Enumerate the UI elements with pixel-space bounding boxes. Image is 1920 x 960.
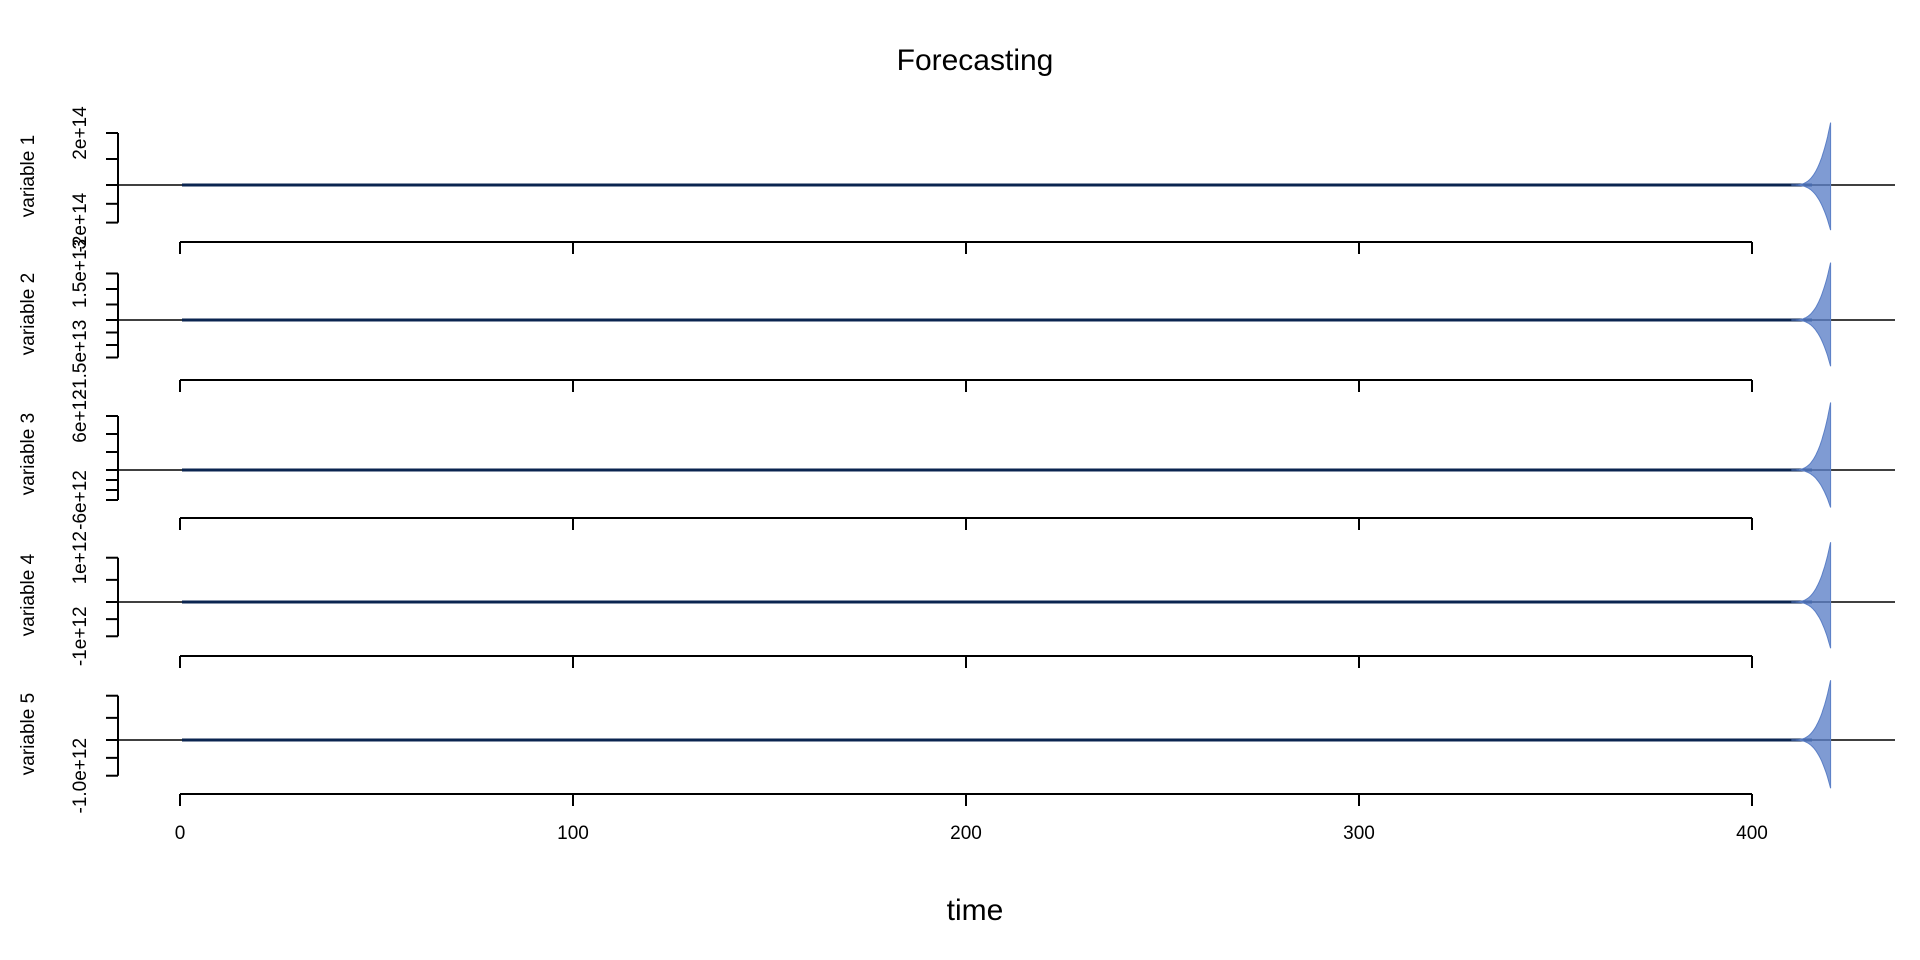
x-tick-label: 0 — [175, 823, 186, 844]
chart-title: Forecasting — [897, 44, 1054, 77]
x-tick-label: 300 — [1343, 823, 1375, 844]
y-axis-label: variable 3 — [18, 413, 39, 495]
y-tick-label: -6e+12 — [70, 470, 91, 530]
panel-4: -1e+12 1e+12 variable 4 — [18, 531, 1895, 668]
y-axis-label: variable 4 — [18, 553, 39, 636]
panel-2: -1.5e+13 1.5e+13 variable 2 — [18, 239, 1895, 395]
x-tick-label: 100 — [557, 823, 589, 844]
y-axis-label: variable 2 — [18, 273, 39, 355]
panel-1: -2e+14 2e+14 variable 1 — [18, 106, 1895, 254]
y-axis-label: variable 1 — [18, 135, 39, 217]
y-tick-label: 1e+12 — [70, 531, 91, 584]
forecast-band — [1791, 542, 1832, 649]
x-tick-label: 400 — [1736, 823, 1768, 844]
forecast-band — [1791, 680, 1832, 789]
y-tick-label: 6e+12 — [70, 389, 91, 442]
panel-5: -1.0e+12 variable 5 0 100 200 300 400 — [18, 680, 1895, 844]
panels: -2e+14 2e+14 variable 1 -1.5e+13 1.5e+13 vari… — [18, 106, 1895, 844]
y-tick-label: -1.0e+12 — [70, 738, 91, 814]
y-tick-label: 1.5e+13 — [70, 239, 91, 308]
x-tick-label: 200 — [950, 823, 982, 844]
forecast-band — [1791, 402, 1832, 508]
y-tick-label: 2e+14 — [70, 106, 91, 160]
x-axis-label: time — [947, 894, 1004, 927]
y-tick-label: -1.5e+13 — [70, 320, 91, 396]
panel-3: -6e+12 6e+12 variable 3 — [18, 389, 1895, 530]
y-axis-label: variable 5 — [18, 693, 39, 775]
forecast-band — [1791, 122, 1832, 231]
y-tick-label: -1e+12 — [70, 606, 91, 666]
y-tick-label: -2e+14 — [70, 192, 91, 252]
forecast-band — [1791, 262, 1832, 367]
